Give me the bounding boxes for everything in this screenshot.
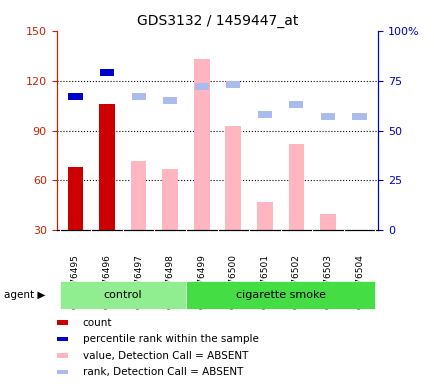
Bar <box>56 337 68 341</box>
Bar <box>130 161 146 230</box>
Bar <box>226 81 240 88</box>
Text: GSM176499: GSM176499 <box>197 254 206 309</box>
Text: percentile rank within the sample: percentile rank within the sample <box>82 334 258 344</box>
Text: count: count <box>82 318 112 328</box>
Bar <box>100 69 114 76</box>
Bar <box>56 353 68 358</box>
Bar <box>194 59 209 230</box>
Text: rank, Detection Call = ABSENT: rank, Detection Call = ABSENT <box>82 367 243 377</box>
Bar <box>131 93 145 100</box>
Text: agent ▶: agent ▶ <box>4 290 46 300</box>
Text: GSM176500: GSM176500 <box>228 254 237 309</box>
Text: GSM176502: GSM176502 <box>291 254 300 309</box>
Text: GSM176495: GSM176495 <box>71 254 80 309</box>
Text: GSM176504: GSM176504 <box>354 254 363 309</box>
Text: control: control <box>103 290 142 300</box>
Bar <box>67 167 83 230</box>
Text: GSM176501: GSM176501 <box>260 254 269 309</box>
Text: value, Detection Call = ABSENT: value, Detection Call = ABSENT <box>82 351 247 361</box>
Bar <box>162 169 178 230</box>
Bar <box>289 101 303 108</box>
Bar <box>319 214 335 230</box>
Bar <box>56 320 68 325</box>
Bar <box>225 126 240 230</box>
Bar <box>56 370 68 374</box>
Bar <box>194 83 208 90</box>
Bar <box>68 93 82 100</box>
Text: GSM176497: GSM176497 <box>134 254 143 309</box>
Bar <box>59 281 185 309</box>
Bar <box>257 111 271 118</box>
Bar <box>288 144 304 230</box>
Bar <box>352 113 366 120</box>
Bar <box>99 104 115 230</box>
Text: GSM176503: GSM176503 <box>323 254 332 309</box>
Bar <box>163 97 177 104</box>
Text: GSM176498: GSM176498 <box>165 254 174 309</box>
Text: GSM176496: GSM176496 <box>102 254 111 309</box>
Title: GDS3132 / 1459447_at: GDS3132 / 1459447_at <box>137 14 297 28</box>
Bar <box>185 281 375 309</box>
Bar <box>256 202 272 230</box>
Bar <box>320 113 334 120</box>
Text: cigarette smoke: cigarette smoke <box>235 290 325 300</box>
